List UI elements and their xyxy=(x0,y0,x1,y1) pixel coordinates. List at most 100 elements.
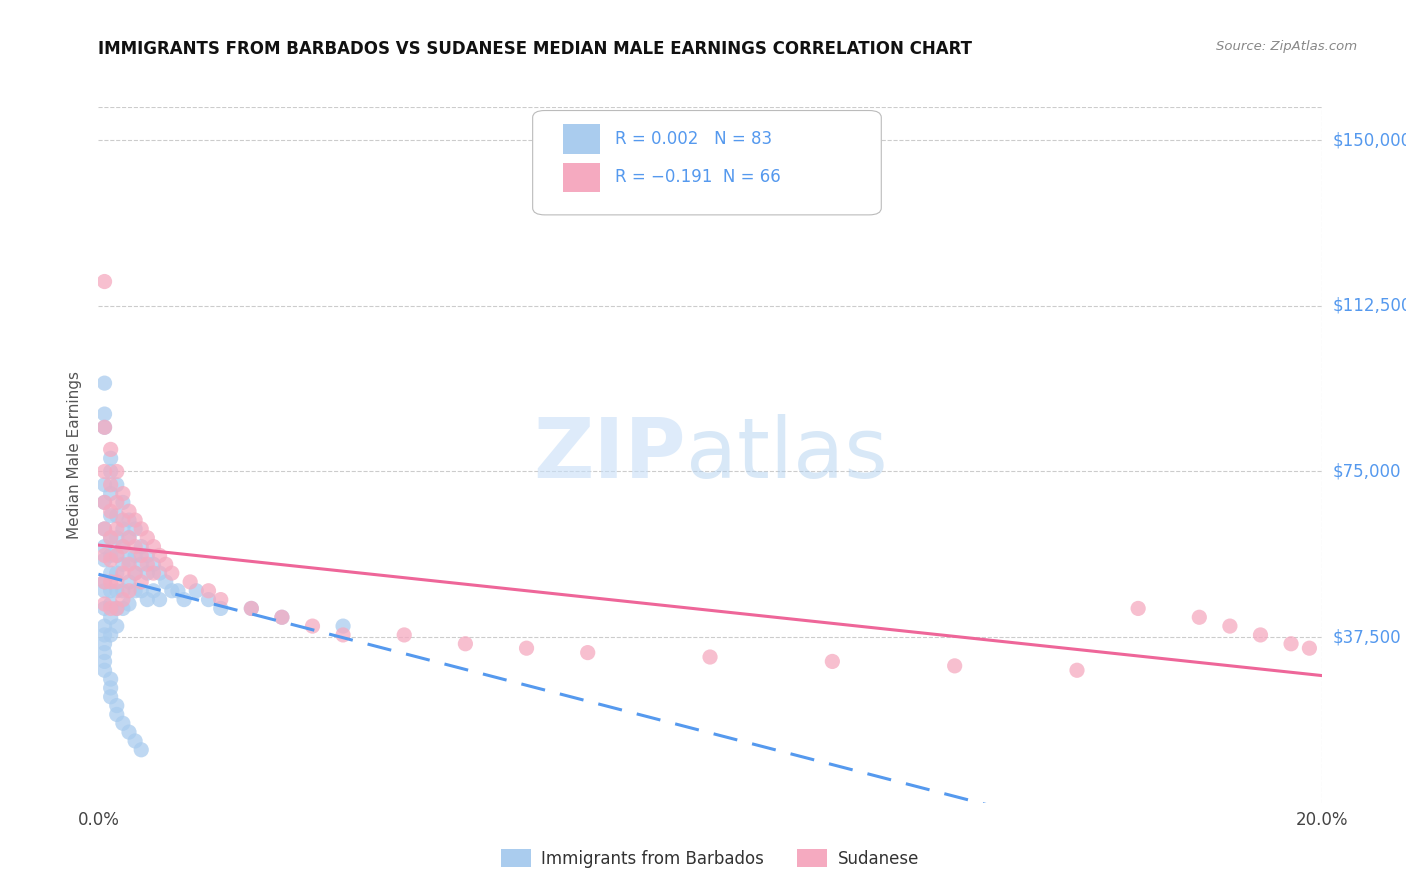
Point xyxy=(129,558,152,572)
Point xyxy=(270,610,292,624)
Point xyxy=(160,583,183,598)
Legend: Immigrants from Barbados, Sudanese: Immigrants from Barbados, Sudanese xyxy=(495,842,925,874)
Text: IMMIGRANTS FROM BARBADOS VS SUDANESE MEDIAN MALE EARNINGS CORRELATION CHART: IMMIGRANTS FROM BARBADOS VS SUDANESE MED… xyxy=(98,40,973,58)
Point xyxy=(943,658,966,673)
Point xyxy=(93,465,115,479)
Point xyxy=(1128,601,1150,615)
Point xyxy=(240,601,263,615)
Point xyxy=(1279,637,1302,651)
Point xyxy=(93,619,115,633)
Point xyxy=(100,508,122,523)
Point xyxy=(124,734,146,748)
Point xyxy=(100,549,122,563)
Point xyxy=(93,477,115,491)
Point xyxy=(93,420,115,434)
Point xyxy=(142,583,165,598)
Point xyxy=(136,531,159,545)
Point xyxy=(1066,663,1088,677)
Point xyxy=(155,558,177,572)
Point xyxy=(142,540,165,554)
Point xyxy=(105,583,128,598)
Text: R = −0.191  N = 66: R = −0.191 N = 66 xyxy=(614,169,780,186)
Point xyxy=(100,442,122,457)
Text: ZIP: ZIP xyxy=(533,415,686,495)
Point xyxy=(105,549,128,563)
Point xyxy=(100,477,122,491)
Point xyxy=(332,628,354,642)
Point xyxy=(100,451,122,466)
Point xyxy=(105,698,128,713)
Point xyxy=(105,601,128,615)
Text: $150,000: $150,000 xyxy=(1333,131,1406,149)
Point xyxy=(111,592,134,607)
Point xyxy=(105,477,128,491)
Text: Source: ZipAtlas.com: Source: ZipAtlas.com xyxy=(1216,40,1357,54)
Point xyxy=(136,558,159,572)
Point xyxy=(105,522,128,536)
Point xyxy=(149,549,172,563)
Point xyxy=(105,566,128,580)
Point xyxy=(93,574,115,589)
Point xyxy=(93,637,115,651)
Point xyxy=(105,495,128,509)
Point xyxy=(142,558,165,572)
Point xyxy=(142,566,165,580)
Point xyxy=(186,583,208,598)
Point xyxy=(118,513,141,527)
Text: $112,500: $112,500 xyxy=(1333,297,1406,315)
Point xyxy=(100,531,122,545)
Point xyxy=(100,672,122,686)
Point xyxy=(1298,641,1320,656)
Point xyxy=(576,646,599,660)
Point xyxy=(93,601,115,615)
Point xyxy=(93,574,115,589)
Point xyxy=(118,504,141,518)
Point xyxy=(197,592,219,607)
Point xyxy=(124,583,146,598)
Point xyxy=(93,549,115,563)
Point xyxy=(124,540,146,554)
Point xyxy=(155,574,177,589)
Point xyxy=(129,549,152,563)
Point xyxy=(1219,619,1241,633)
Point xyxy=(149,592,172,607)
Text: $75,000: $75,000 xyxy=(1333,462,1402,481)
Point xyxy=(118,725,141,739)
Point xyxy=(270,610,292,624)
Point xyxy=(129,574,152,589)
Point xyxy=(100,597,122,611)
Point xyxy=(93,522,115,536)
Point xyxy=(240,601,263,615)
Point xyxy=(93,275,115,289)
Point xyxy=(93,376,115,391)
Point xyxy=(100,486,122,500)
Point xyxy=(100,566,122,580)
Point xyxy=(136,592,159,607)
Point xyxy=(516,641,538,656)
Point xyxy=(93,553,115,567)
Point xyxy=(111,522,134,536)
Point xyxy=(111,540,134,554)
Y-axis label: Median Male Earnings: Median Male Earnings xyxy=(67,371,83,539)
Point xyxy=(100,553,122,567)
Point xyxy=(105,549,128,563)
Point xyxy=(118,553,141,567)
Point xyxy=(100,601,122,615)
Point xyxy=(105,619,128,633)
Point xyxy=(118,597,141,611)
Point xyxy=(118,531,141,545)
Point xyxy=(100,574,122,589)
Point xyxy=(93,540,115,554)
Point xyxy=(209,592,232,607)
Point xyxy=(93,583,115,598)
Point xyxy=(100,465,122,479)
Point xyxy=(160,566,183,580)
Point xyxy=(301,619,323,633)
Point xyxy=(100,610,122,624)
Point xyxy=(111,486,134,500)
Point xyxy=(167,583,190,598)
Point xyxy=(129,583,152,598)
Point xyxy=(93,663,115,677)
Point xyxy=(93,628,115,642)
Point xyxy=(392,628,416,642)
